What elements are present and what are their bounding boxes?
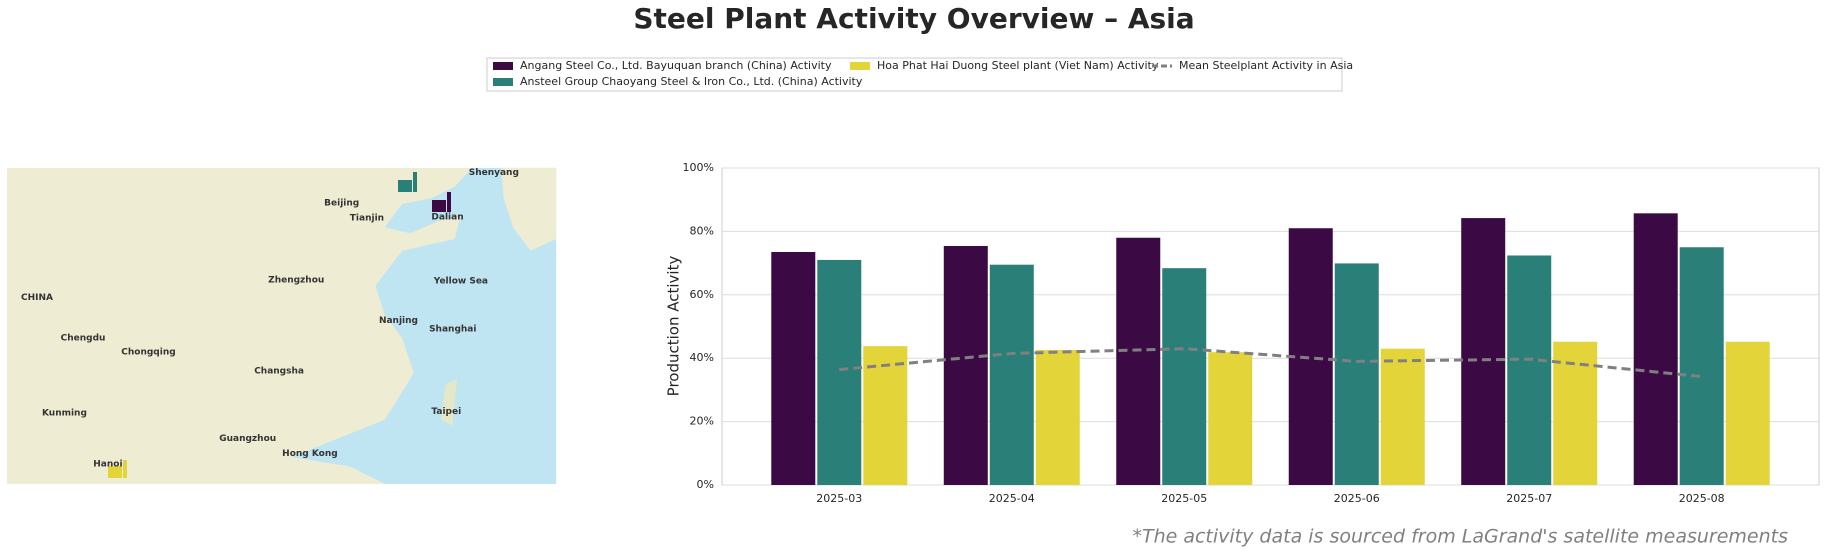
bar xyxy=(1553,341,1598,485)
y-tick-label: 80% xyxy=(690,224,714,237)
bar xyxy=(1633,213,1678,485)
bar xyxy=(943,245,988,485)
map-label: Yellow Sea xyxy=(433,277,488,287)
map-label: Chengdu xyxy=(61,334,106,344)
y-tick-label: 60% xyxy=(690,288,714,301)
x-tick-label: 2025-07 xyxy=(1506,492,1552,505)
bar xyxy=(1334,263,1379,485)
legend-label: Mean Steelplant Activity in Asia xyxy=(1179,59,1353,72)
map-label: Shenyang xyxy=(469,168,519,178)
map-label: Chongqing xyxy=(121,348,175,358)
y-tick-label: 0% xyxy=(697,478,714,491)
legend-swatch xyxy=(493,62,513,70)
plant-marker xyxy=(413,172,417,192)
plant-marker xyxy=(398,180,412,192)
map-label: Nanjing xyxy=(379,316,418,326)
bar xyxy=(1380,348,1425,485)
legend-box xyxy=(486,57,1343,92)
plant-marker xyxy=(447,192,451,212)
bar xyxy=(1116,237,1161,485)
plant-marker xyxy=(432,200,446,212)
map-label: Dalian xyxy=(431,212,463,222)
bar xyxy=(1461,218,1506,485)
map: CHINA Beijing Tianjin Shenyang Dalian Shangha… xyxy=(7,167,557,484)
y-tick-label: 20% xyxy=(690,415,714,428)
chart-title: Steel Plant Activity Overview – Asia xyxy=(633,2,1194,35)
map-korea xyxy=(501,167,557,251)
map-sea xyxy=(291,167,557,484)
bar xyxy=(817,259,862,485)
bar xyxy=(1507,255,1552,485)
map-taiwan xyxy=(440,378,458,426)
map-label: Kunming xyxy=(42,408,87,418)
map-label: Beijing xyxy=(324,198,359,208)
bar xyxy=(1162,268,1207,485)
map-label: Shanghai xyxy=(429,324,476,334)
footnote: *The activity data is sourced from LaGra… xyxy=(1132,526,1788,548)
x-tick-label: 2025-08 xyxy=(1679,492,1725,505)
map-label: Tianjin xyxy=(350,214,384,224)
bar xyxy=(989,264,1034,485)
legend-swatch xyxy=(493,78,513,86)
plant-marker xyxy=(108,466,122,478)
map-label: Zhengzhou xyxy=(268,275,324,285)
map-label: Taipei xyxy=(431,407,461,417)
bar xyxy=(1288,228,1333,486)
map-label: CHINA xyxy=(21,293,53,303)
map-label: Changsha xyxy=(254,366,304,376)
legend-label: Ansteel Group Chaoyang Steel & Iron Co.,… xyxy=(520,75,863,88)
map-label: Hong Kong xyxy=(282,449,338,459)
legend-label: Angang Steel Co., Ltd. Bayuquan branch (… xyxy=(520,59,832,72)
y-tick-label: 40% xyxy=(690,351,714,364)
bar xyxy=(1208,352,1253,485)
map-label: Hanoi xyxy=(93,460,122,470)
x-tick-label: 2025-06 xyxy=(1334,492,1380,505)
bar xyxy=(1035,349,1080,485)
y-axis-label: Production Activity xyxy=(665,256,683,397)
x-tick-label: 2025-03 xyxy=(816,492,862,505)
map-label: Guangzhou xyxy=(219,434,276,444)
mean-line xyxy=(839,347,1702,379)
x-tick-label: 2025-05 xyxy=(1161,492,1207,505)
legend-swatch xyxy=(850,62,870,70)
plant-marker xyxy=(123,460,127,478)
bar xyxy=(1679,247,1724,485)
y-tick-label: 100% xyxy=(683,161,714,174)
bar xyxy=(863,346,908,485)
bar xyxy=(1725,341,1770,485)
x-tick-label: 2025-04 xyxy=(989,492,1035,505)
bar xyxy=(771,252,816,485)
legend-label: Hoa Phat Hai Duong Steel plant (Viet Nam… xyxy=(877,59,1159,72)
